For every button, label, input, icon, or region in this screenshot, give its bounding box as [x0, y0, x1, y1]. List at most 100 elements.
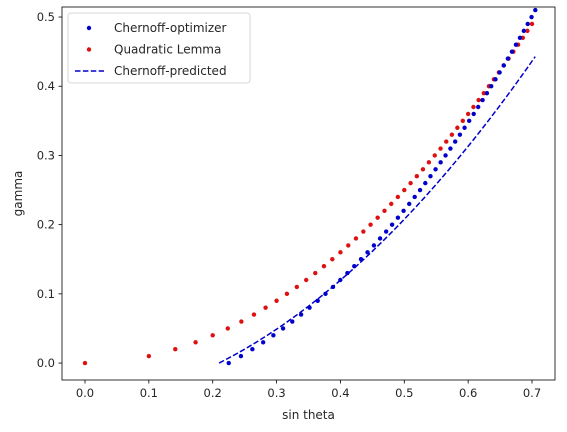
data-point-chernoff-optimizer — [271, 333, 276, 338]
data-point-chernoff-optimizer — [501, 63, 506, 68]
data-point-chernoff-optimizer — [407, 201, 412, 207]
data-point-quadratic-lemma — [471, 104, 476, 110]
x-tick-label: 0.2 — [204, 386, 222, 400]
data-point-quadratic-lemma — [361, 229, 366, 234]
data-point-chernoff-optimizer — [307, 305, 312, 310]
data-point-quadratic-lemma — [338, 250, 343, 255]
data-point-chernoff-optimizer — [226, 360, 231, 366]
x-tick-label: 0.4 — [331, 386, 349, 400]
legend: Chernoff-optimizer Quadratic Lemma Chern… — [67, 12, 251, 84]
y-tick-label: 0.0 — [37, 356, 55, 370]
data-point-quadratic-lemma — [239, 319, 244, 324]
data-point-quadratic-lemma — [368, 222, 373, 227]
data-point-chernoff-optimizer — [443, 153, 448, 158]
data-point-quadratic-lemma — [414, 174, 420, 179]
data-point-quadratic-lemma — [251, 312, 257, 317]
plot-frame — [61, 6, 556, 381]
data-point-chernoff-optimizer — [412, 194, 417, 200]
data-point-chernoff-optimizer — [509, 49, 515, 54]
data-point-chernoff-optimizer — [525, 21, 530, 27]
data-point-chernoff-optimizer — [448, 146, 453, 151]
data-point-chernoff-optimizer — [401, 208, 406, 213]
data-point-quadratic-lemma — [525, 28, 530, 34]
data-point-quadratic-lemma — [420, 167, 426, 172]
data-point-chernoff-optimizer — [417, 187, 423, 193]
data-point-chernoff-optimizer — [428, 174, 433, 179]
x-tick-label: 0.5 — [395, 386, 413, 400]
data-point-chernoff-optimizer — [471, 111, 476, 117]
data-point-quadratic-lemma — [346, 243, 351, 248]
y-tick-label: 0.2 — [37, 218, 55, 232]
data-point-chernoff-optimizer — [423, 180, 428, 186]
data-point-quadratic-lemma — [321, 263, 327, 269]
data-point-chernoff-optimizer — [238, 353, 244, 359]
data-point-chernoff-optimizer — [489, 84, 494, 89]
data-point-chernoff-optimizer — [365, 250, 370, 255]
data-point-quadratic-lemma — [304, 277, 309, 283]
data-point-quadratic-lemma — [402, 187, 407, 193]
data-point-quadratic-lemma — [82, 360, 88, 366]
series-layer — [82, 7, 538, 366]
data-point-quadratic-lemma — [146, 353, 152, 359]
data-point-quadratic-lemma — [294, 284, 300, 290]
data-point-quadratic-lemma — [529, 21, 535, 27]
data-point-chernoff-optimizer — [452, 139, 458, 144]
legend-label-quadratic-lemma: Quadratic Lemma — [114, 43, 221, 57]
data-point-quadratic-lemma — [389, 201, 394, 207]
data-point-quadratic-lemma — [225, 326, 230, 331]
data-point-quadratic-lemma — [353, 236, 359, 241]
x-tick-label: 0.3 — [267, 386, 285, 400]
data-point-quadratic-lemma — [444, 139, 449, 144]
data-point-quadratic-lemma — [481, 90, 486, 96]
data-point-chernoff-optimizer — [466, 118, 472, 124]
data-point-chernoff-optimizer — [497, 70, 502, 75]
data-point-quadratic-lemma — [382, 208, 387, 213]
x-tick-label: 0.0 — [76, 386, 94, 400]
data-point-quadratic-lemma — [173, 347, 178, 352]
data-point-chernoff-optimizer — [338, 277, 343, 283]
legend-marker-quadratic-lemma — [86, 47, 92, 52]
data-point-quadratic-lemma — [263, 305, 268, 310]
x-axis: 0.0 0.1 0.2 0.3 0.4 0.5 0.6 0.7 — [76, 380, 541, 400]
y-tick-label: 0.1 — [37, 287, 55, 301]
data-point-quadratic-lemma — [193, 340, 198, 345]
x-tick-label: 0.7 — [523, 386, 541, 400]
data-point-quadratic-lemma — [330, 257, 335, 262]
data-point-chernoff-optimizer — [529, 14, 534, 20]
data-point-quadratic-lemma — [274, 298, 279, 303]
y-axis: 0.0 0.1 0.2 0.3 0.4 0.5 — [37, 10, 62, 370]
data-point-chernoff-optimizer — [513, 42, 519, 47]
x-tick-label: 0.6 — [459, 386, 477, 400]
legend-marker-chernoff-optimizer — [86, 25, 92, 31]
data-point-quadratic-lemma — [455, 125, 460, 130]
data-point-quadratic-lemma — [460, 118, 465, 124]
data-point-chernoff-optimizer — [493, 77, 498, 82]
y-tick-label: 0.4 — [37, 79, 55, 93]
data-point-chernoff-optimizer — [260, 340, 266, 345]
data-point-quadratic-lemma — [313, 270, 318, 276]
data-point-quadratic-lemma — [465, 111, 471, 117]
data-point-chernoff-optimizer — [298, 312, 304, 317]
y-axis-label: gamma — [11, 171, 25, 217]
x-tick-label: 0.1 — [140, 386, 158, 400]
data-point-chernoff-optimizer — [533, 7, 538, 13]
data-point-chernoff-optimizer — [345, 270, 350, 276]
y-tick-label: 0.5 — [37, 10, 55, 24]
data-point-quadratic-lemma — [395, 194, 401, 200]
data-point-chernoff-optimizer — [352, 263, 357, 269]
data-point-quadratic-lemma — [432, 153, 437, 158]
x-axis-label: sin theta — [282, 408, 335, 422]
data-point-quadratic-lemma — [476, 97, 481, 103]
data-point-chernoff-optimizer — [315, 298, 320, 303]
data-point-quadratic-lemma — [426, 160, 432, 165]
data-point-chernoff-optimizer — [330, 284, 336, 290]
data-point-quadratic-lemma — [210, 333, 215, 338]
data-point-chernoff-optimizer — [517, 35, 523, 40]
data-point-quadratic-lemma — [438, 146, 443, 151]
data-point-chernoff-optimizer — [433, 167, 438, 172]
data-point-chernoff-optimizer — [389, 222, 395, 227]
data-point-chernoff-optimizer — [457, 132, 463, 137]
data-point-chernoff-optimizer — [323, 291, 328, 297]
data-point-chernoff-optimizer — [438, 160, 443, 165]
